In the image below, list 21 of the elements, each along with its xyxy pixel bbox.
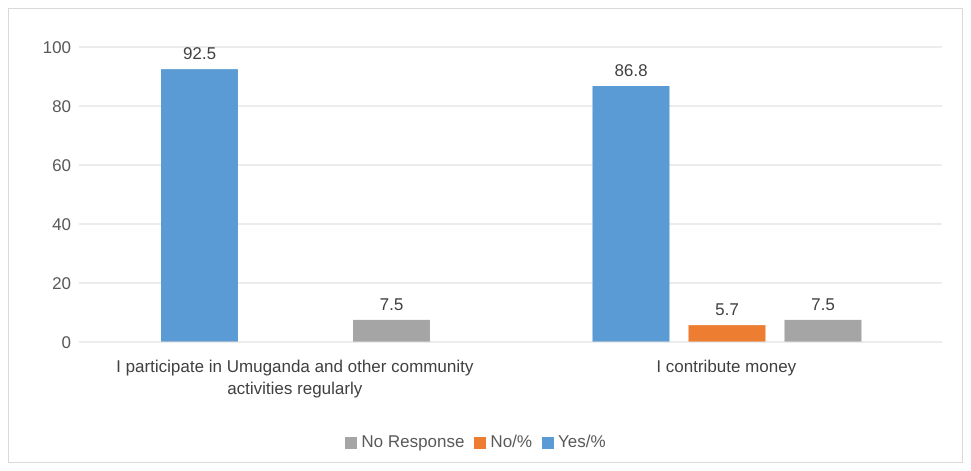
data-label: 92.5 bbox=[182, 44, 216, 64]
y-tick-label: 40 bbox=[52, 215, 71, 234]
bar bbox=[160, 69, 238, 342]
y-tick-label: 20 bbox=[52, 274, 71, 294]
data-label: 7.5 bbox=[811, 294, 835, 314]
data-label: 86.8 bbox=[614, 60, 648, 80]
data-label: 5.7 bbox=[715, 300, 739, 320]
y-tick-label: 100 bbox=[42, 38, 71, 58]
bar bbox=[688, 325, 766, 342]
data-label: 7.5 bbox=[380, 294, 404, 314]
bar bbox=[592, 86, 670, 342]
bar bbox=[352, 320, 430, 342]
x-tick-label: I participate in Umuganda and other community activities regularly bbox=[116, 357, 474, 398]
y-tick-label: 60 bbox=[52, 156, 71, 176]
legend-label: No Response bbox=[361, 432, 464, 451]
y-tick-label: 80 bbox=[52, 97, 71, 116]
y-tick-label: 0 bbox=[62, 333, 71, 352]
legend-label: No/% bbox=[490, 432, 532, 451]
bar bbox=[784, 320, 862, 342]
x-tick-label: I contribute money bbox=[656, 357, 797, 376]
legend-label: Yes/% bbox=[558, 432, 606, 451]
